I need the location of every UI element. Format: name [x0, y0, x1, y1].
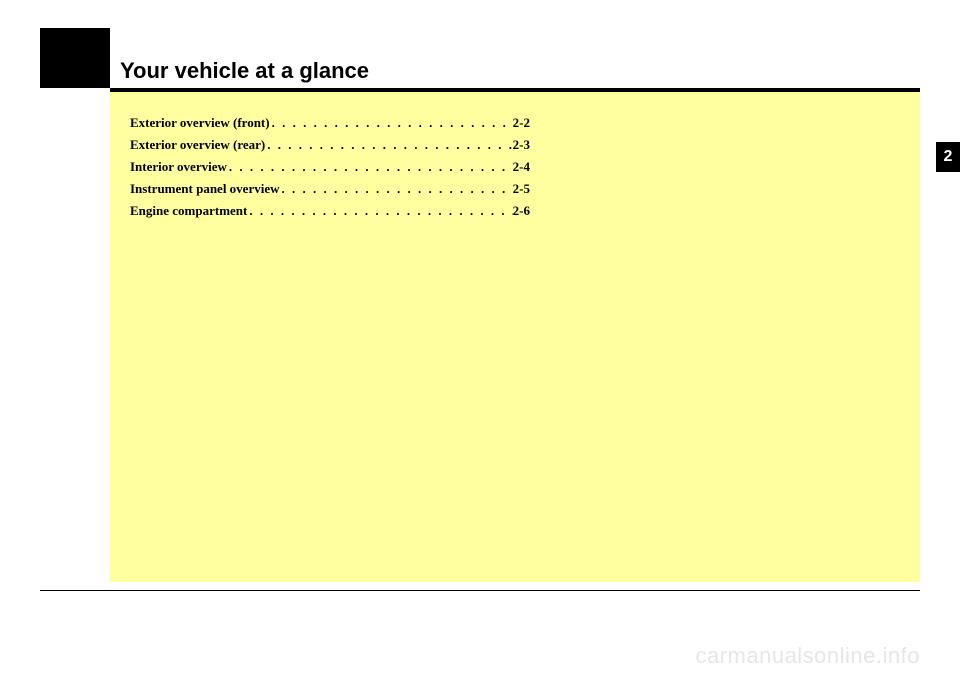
toc-dots: . . . . . . . . . . . . . . . . . . . . …	[247, 203, 512, 219]
toc-page: 2-2	[513, 115, 530, 131]
toc-item: Instrument panel overview . . . . . . . …	[130, 181, 530, 197]
toc-dots: . . . . . . . . . . . . . . . . . . . . …	[227, 159, 513, 175]
toc-dots: . . . . . . . . . . . . . . . . . . . . …	[265, 137, 512, 153]
toc-item: Exterior overview (rear) . . . . . . . .…	[130, 137, 530, 153]
toc-dots: . . . . . . . . . . . . . . . . . . . . …	[270, 115, 513, 131]
toc-label: Interior overview	[130, 159, 227, 175]
section-tab: 2	[936, 142, 960, 172]
header-black-box	[40, 28, 110, 88]
toc-page: 2-3	[513, 137, 530, 153]
toc-label: Engine compartment	[130, 203, 247, 219]
watermark: carmanualsonline.info	[695, 643, 920, 669]
toc-page: 2-4	[513, 159, 530, 175]
table-of-contents: Exterior overview (front) . . . . . . . …	[130, 115, 530, 225]
toc-label: Exterior overview (rear)	[130, 137, 265, 153]
toc-item: Interior overview . . . . . . . . . . . …	[130, 159, 530, 175]
toc-label: Exterior overview (front)	[130, 115, 270, 131]
toc-item: Engine compartment . . . . . . . . . . .…	[130, 203, 530, 219]
toc-page: 2-6	[513, 203, 530, 219]
page-title: Your vehicle at a glance	[120, 58, 369, 84]
toc-label: Instrument panel overview	[130, 181, 280, 197]
toc-item: Exterior overview (front) . . . . . . . …	[130, 115, 530, 131]
footer-rule	[40, 590, 920, 591]
toc-page: 2-5	[513, 181, 530, 197]
toc-dots: . . . . . . . . . . . . . . . . . . . . …	[280, 181, 513, 197]
